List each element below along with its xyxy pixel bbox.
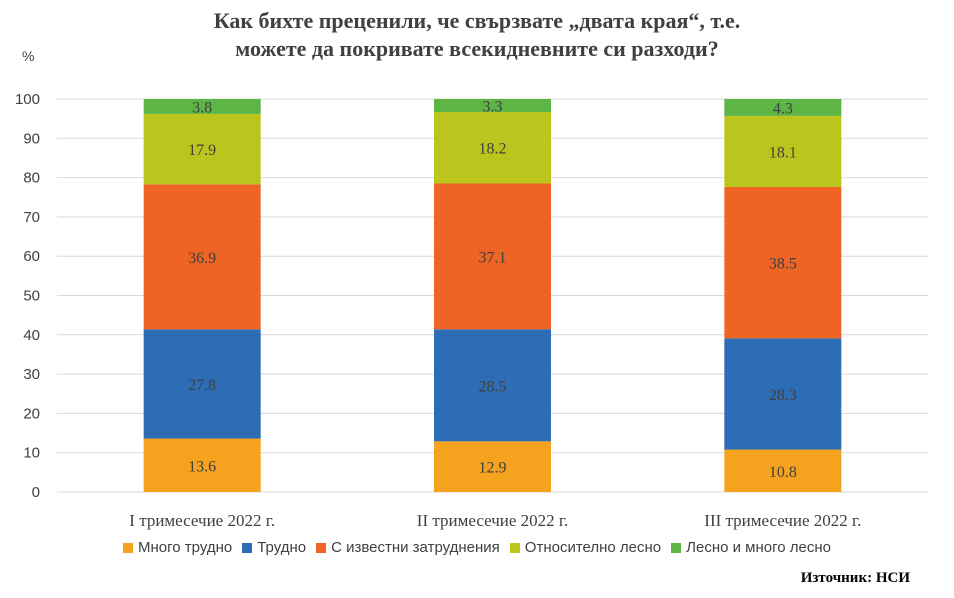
y-tick-label: 100 — [15, 91, 40, 108]
chart-title-line-2: можете да покривате всекидневните си раз… — [235, 36, 719, 61]
bar-segment — [143, 184, 261, 330]
legend-swatch — [242, 542, 253, 553]
data-label: 17.9 — [188, 142, 216, 159]
y-tick-label: 50 — [23, 288, 40, 305]
bar-segment — [143, 113, 261, 185]
legend-label: С известни затруднения — [331, 539, 500, 556]
bar-segment — [724, 187, 842, 339]
legend-item: Трудно — [242, 539, 306, 556]
data-label: 36.9 — [188, 250, 216, 267]
legend-item: С известни затруднения — [316, 539, 500, 556]
bar-segment — [724, 99, 842, 116]
y-tick-label: 80 — [23, 170, 40, 187]
data-label: 38.5 — [769, 256, 797, 273]
y-tick-label: 0 — [32, 484, 40, 501]
legend-label: Лесно и много лесно — [686, 539, 831, 556]
y-tick-label: 10 — [23, 445, 40, 462]
bar-segment — [434, 183, 551, 330]
bar-segment — [143, 438, 261, 492]
y-tick-label: 30 — [23, 366, 40, 383]
y-tick-label: 40 — [23, 327, 40, 344]
x-tick-label: I тримесечие 2022 г. — [129, 511, 275, 530]
bar-segment — [434, 441, 551, 492]
bar-segment — [143, 329, 261, 439]
bar-segment — [143, 99, 261, 114]
x-tick-label: II тримесечие 2022 г. — [417, 511, 568, 530]
y-tick-label: 60 — [23, 248, 40, 265]
legend-swatch — [509, 542, 520, 553]
bar-segment — [434, 111, 551, 184]
data-label: 18.1 — [769, 144, 797, 161]
bar-segment — [724, 449, 842, 492]
data-label: 3.8 — [192, 99, 212, 116]
data-label: 37.1 — [479, 249, 507, 266]
data-label: 4.3 — [773, 100, 793, 117]
legend-label: Трудно — [257, 539, 307, 556]
bar-segment — [724, 338, 842, 450]
y-tick-label: 20 — [23, 405, 40, 422]
data-label: 3.3 — [483, 98, 503, 115]
data-label: 27.8 — [188, 377, 216, 394]
bar-segment — [724, 115, 842, 188]
legend: Много трудно Трудно С известни затруднения… — [0, 539, 954, 556]
data-label: 28.5 — [479, 378, 507, 395]
bar-segment — [434, 99, 551, 112]
y-axis-label: % — [22, 48, 35, 64]
legend-swatch — [123, 542, 133, 553]
legend-item: Относително лесно — [509, 539, 662, 556]
y-tick-label: 70 — [23, 209, 40, 226]
data-label: 10.8 — [769, 464, 797, 481]
legend-item: Много трудно — [123, 539, 232, 556]
legend-label: Много трудно — [138, 539, 233, 556]
legend-label: Относително лесно — [524, 539, 662, 556]
data-label: 28.3 — [769, 387, 797, 404]
legend-item: Лесно и много лесно — [671, 539, 831, 556]
legend-swatch — [316, 542, 327, 553]
data-label: 18.2 — [479, 141, 507, 158]
data-label: 12.9 — [479, 460, 507, 477]
source-note: Източник: НСИ — [800, 570, 910, 586]
legend-swatch — [671, 542, 682, 553]
chart-title-line-1: Как бихте преценили, че свързвате „двата… — [213, 8, 741, 33]
y-tick-label: 90 — [23, 130, 40, 147]
data-label: 13.6 — [188, 458, 216, 475]
bar-segment — [434, 329, 551, 442]
x-tick-label: III тримесечие 2022 г. — [704, 511, 861, 530]
